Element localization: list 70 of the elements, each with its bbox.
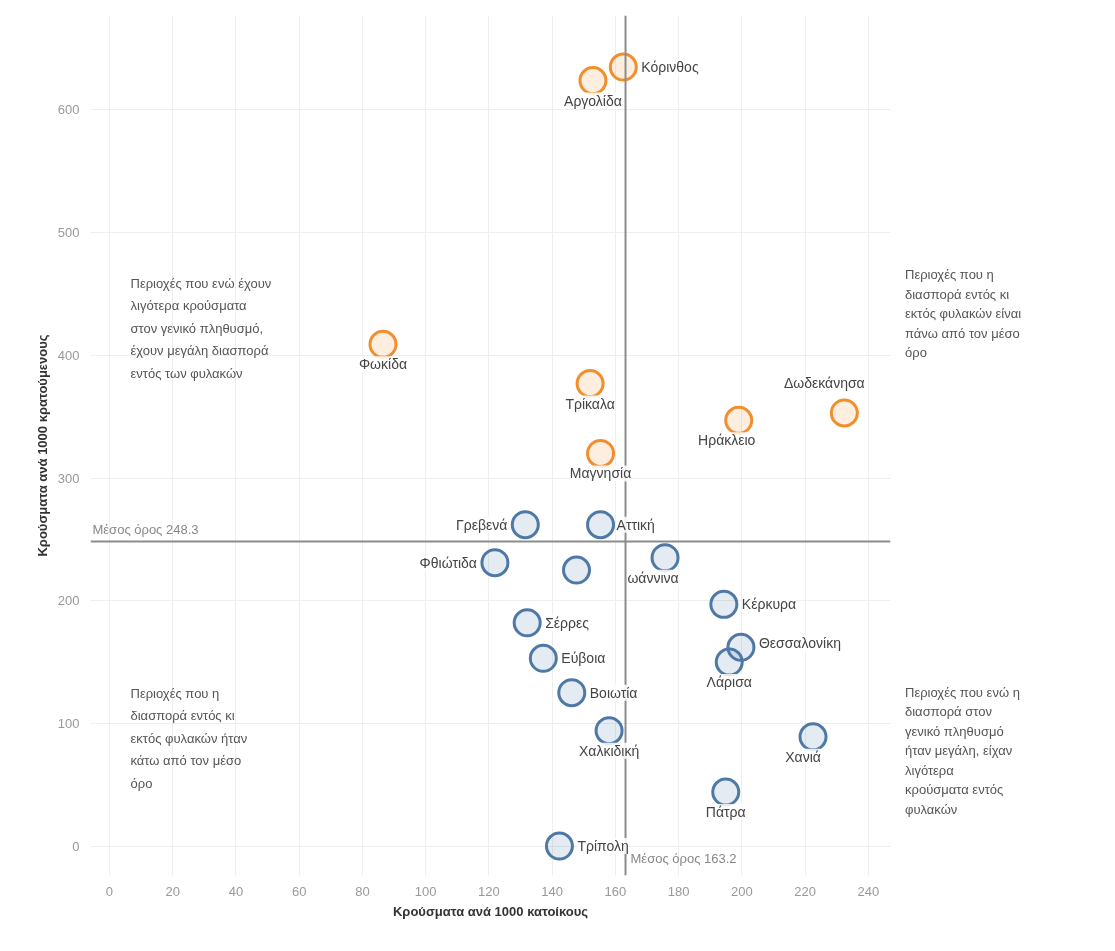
y-tick-label: 200	[57, 593, 80, 609]
x-tick-label: 240	[857, 883, 880, 899]
x-tick-label: 60	[291, 883, 307, 899]
annotation: Φθιώτιδα	[419, 554, 477, 571]
y-tick-label: 600	[57, 102, 80, 118]
point	[557, 678, 587, 708]
annotation: ωάννινα	[627, 569, 679, 586]
annotation: Χαλκιδική	[578, 742, 640, 759]
y-tick-label: 100	[57, 715, 80, 731]
text: Περιοχές που η διασπορά εντός κι εκτός φυλακών είναι πάνω από τον μέσο όρο	[905, 266, 1022, 362]
annotation: Τρίπολη	[577, 838, 629, 855]
annotation: Χανιά	[785, 748, 821, 765]
point	[594, 716, 624, 746]
annotation: Θεσσαλονίκη	[758, 635, 841, 652]
point	[578, 66, 608, 95]
point	[512, 608, 542, 638]
annotation: Μαγνησία	[569, 465, 632, 482]
point	[724, 405, 754, 435]
annotation: Φωκίδα	[358, 356, 408, 373]
annotation: Αργολίδα	[564, 92, 622, 109]
annotation: Κέρκυρα	[741, 596, 797, 613]
point	[586, 510, 616, 540]
annotation: Αττική	[616, 516, 655, 533]
y-tick-label: 0	[72, 838, 80, 854]
x-tick-label: 100	[414, 883, 437, 899]
annotation: Εύβοια	[561, 650, 606, 667]
x-tick-label: 140	[541, 883, 564, 899]
point	[575, 369, 605, 399]
ref-line-label: Μέσος όρος 248.3	[92, 522, 199, 538]
annotation: Κόρινθος	[641, 59, 699, 76]
annotation: Περιοχές που ενώ έχουν λιγότερα κρούσματα στον γενικό πληθυσμό, έχουν μεγάλη διασπορά εντός των φυλακών	[130, 275, 272, 381]
y-axis-title: Κρούσματα ανά 1000 κρατούμενους	[34, 334, 50, 557]
x-tick-label: 120	[478, 883, 500, 899]
x-tick-label: 0	[105, 883, 114, 899]
point	[368, 329, 398, 359]
text: Περιοχές που ενώ η διασπορά στον γενικό πληθυσμό ήταν μεγάλη, είχαν λιγότερα κρούσματα εντός φυλακών	[905, 683, 1020, 819]
x-tick-label: 80	[355, 883, 370, 899]
x-tick-label: 180	[667, 883, 690, 899]
annotation: Γρεβενά	[455, 516, 508, 533]
y-tick-label: 300	[57, 470, 80, 486]
x-tick-label: 200	[731, 883, 753, 899]
point	[562, 555, 592, 585]
point	[480, 548, 510, 578]
x-tick-label: 220	[794, 883, 816, 899]
annotation: Ηράκλειο	[698, 432, 756, 449]
annotation: Περιοχές που η διασπορά εντός κι εκτός φυλακών ήταν κάτω από τον μέσο όρο	[130, 685, 248, 791]
annotation: Πάτρα	[705, 804, 746, 821]
annotation: Σέρρες	[545, 614, 590, 631]
point	[608, 52, 638, 82]
point	[510, 510, 540, 540]
point	[798, 722, 828, 752]
x-tick-label: 20	[165, 883, 180, 899]
x-tick-label: 160	[604, 883, 627, 899]
point	[586, 439, 616, 468]
point	[650, 543, 680, 573]
annotation: Δωδεκάνησα	[783, 374, 865, 391]
y-tick-label: 500	[57, 225, 80, 241]
point	[829, 398, 859, 428]
annotation: Βοιωτία	[589, 684, 638, 701]
point	[711, 777, 741, 807]
y-tick-label: 400	[57, 347, 80, 363]
point	[528, 643, 558, 673]
point	[709, 589, 739, 619]
x-tick-label: 40	[228, 883, 244, 899]
point	[544, 831, 574, 861]
annotation: Λάρισα	[706, 674, 752, 691]
annotation: Τρίκαλα	[565, 395, 615, 412]
ref-line-label: Μέσος όρος 163.2	[630, 850, 737, 866]
x-axis-title: Κρούσματα ανά 1000 κατοίκους	[392, 903, 589, 919]
point	[714, 647, 744, 677]
